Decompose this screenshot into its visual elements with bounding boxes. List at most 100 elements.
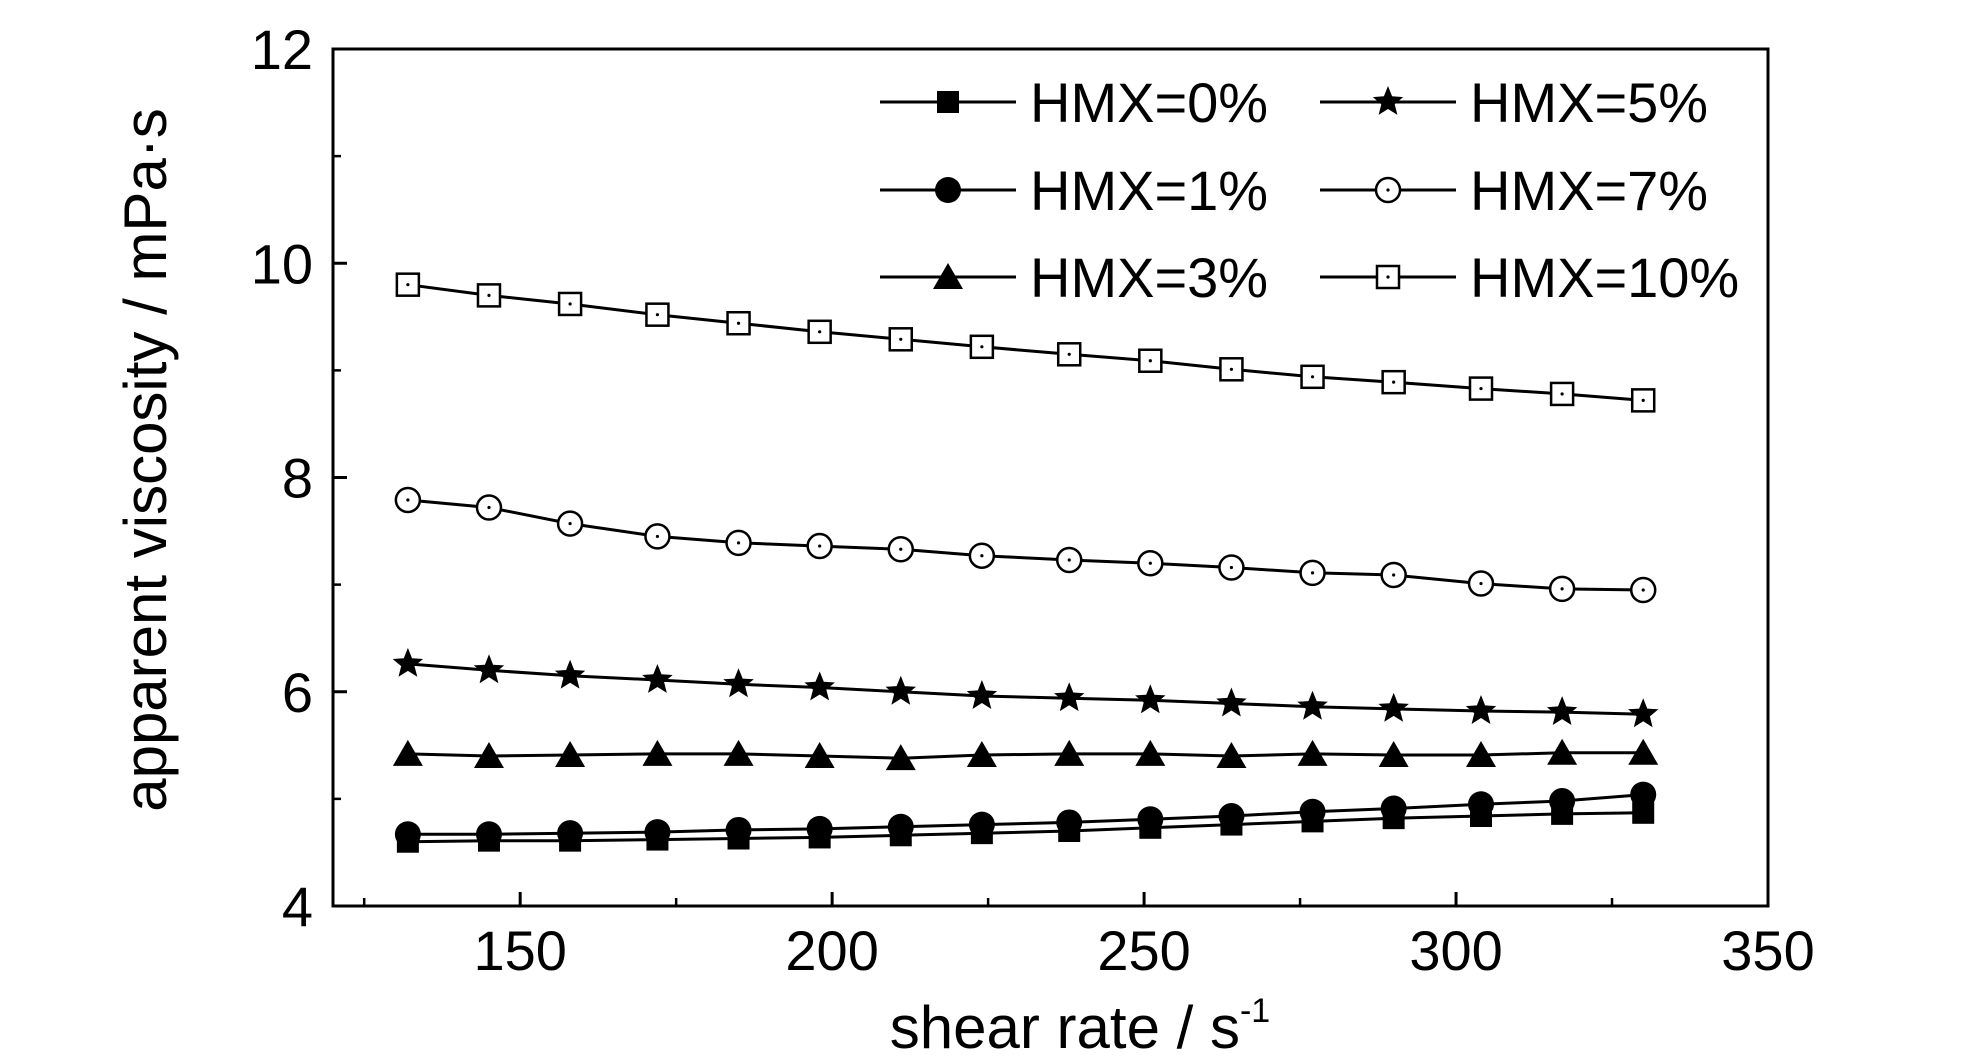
series-line-1 <box>407 793 1644 836</box>
data-point-3-5 <box>804 671 835 701</box>
data-point-3-1 <box>473 654 505 684</box>
series-line-4 <box>407 498 1644 592</box>
x-axis-title-main: shear rate / s <box>890 994 1240 1061</box>
data-point-5-12 <box>1381 369 1406 395</box>
data-point-5-8 <box>1056 342 1082 367</box>
y-tick-label: 6 <box>282 661 313 724</box>
data-point-5-7 <box>969 334 995 360</box>
data-point-2-1 <box>473 742 504 769</box>
data-point-2-3 <box>642 739 673 766</box>
data-point-4-2 <box>556 510 584 537</box>
data-point-5-5 <box>807 319 832 345</box>
data-point-5-4 <box>726 310 751 336</box>
data-point-2-5 <box>804 742 835 769</box>
series-2 <box>392 738 1659 771</box>
data-point-5-1 <box>476 283 502 308</box>
legend-marker-1 <box>935 177 961 203</box>
legend-entry-0: HMX=0% <box>880 71 1268 134</box>
data-point-5-6 <box>888 327 914 352</box>
data-point-4-1 <box>475 494 503 521</box>
data-point-2-0 <box>392 739 423 766</box>
data-point-4-7 <box>968 542 996 569</box>
data-point-1-2 <box>557 820 584 847</box>
data-point-4-4 <box>725 529 752 557</box>
data-point-1-8 <box>1056 809 1083 836</box>
data-point-3-10 <box>1216 687 1247 717</box>
data-point-5-2 <box>557 291 583 317</box>
data-point-4-11 <box>1299 559 1326 587</box>
y-tick-label: 10 <box>251 232 313 295</box>
data-point-2-13 <box>1466 740 1496 767</box>
series-0 <box>396 801 1655 853</box>
legend-marker-0 <box>937 91 959 113</box>
data-point-5-9 <box>1138 348 1163 373</box>
data-point-4-6 <box>887 536 915 563</box>
legend-entry-4: HMX=7% <box>1320 159 1708 222</box>
x-tick-label: 250 <box>1097 919 1190 982</box>
data-point-4-14 <box>1548 575 1576 603</box>
data-point-0-15 <box>1632 801 1655 824</box>
data-point-3-15 <box>1628 698 1659 728</box>
data-point-2-11 <box>1297 739 1328 766</box>
series-5 <box>395 272 1656 413</box>
data-point-1-5 <box>806 815 833 842</box>
data-point-1-1 <box>475 821 502 848</box>
data-point-3-11 <box>1297 690 1328 720</box>
legend-entry-2: HMX=3% <box>880 246 1268 309</box>
data-point-1-11 <box>1299 798 1326 825</box>
series-4 <box>394 486 1657 604</box>
data-point-1-0 <box>394 821 421 848</box>
legend-marker-4 <box>1374 176 1402 204</box>
data-point-3-14 <box>1546 696 1578 725</box>
legend-marker-3 <box>1372 86 1404 115</box>
data-point-5-0 <box>395 272 421 297</box>
data-point-3-3 <box>642 664 673 693</box>
data-point-1-4 <box>725 816 752 843</box>
data-point-2-4 <box>723 739 754 766</box>
data-point-1-12 <box>1380 795 1407 822</box>
data-point-3-2 <box>554 659 586 689</box>
legend-label-4: HMX=7% <box>1470 159 1708 222</box>
series-line-0 <box>407 811 1644 844</box>
legend-label-2: HMX=3% <box>1030 246 1268 309</box>
series-line-5 <box>407 283 1644 402</box>
data-point-3-4 <box>723 668 754 698</box>
x-tick-label: 350 <box>1721 919 1814 982</box>
legend-label-3: HMX=5% <box>1470 71 1708 134</box>
data-point-1-3 <box>644 819 671 846</box>
axes: 150 200 250 300 350 4 6 8 10 12 <box>251 18 1815 982</box>
series-line-2 <box>407 751 1644 760</box>
x-tick-label: 200 <box>785 919 878 982</box>
data-point-3-6 <box>885 675 916 705</box>
series-3 <box>392 647 1659 728</box>
legend: HMX=0% HMX=1% HMX=3% HMX=5% HMX=7% HMX=10% <box>880 71 1739 309</box>
data-point-4-8 <box>1055 546 1083 574</box>
data-point-4-0 <box>394 486 422 514</box>
series-line-3 <box>407 662 1644 716</box>
y-tick-label: 4 <box>282 875 313 938</box>
data-point-2-15 <box>1628 738 1659 765</box>
data-point-4-10 <box>1218 554 1245 581</box>
legend-entry-3: HMX=5% <box>1320 71 1708 134</box>
data-point-3-9 <box>1135 684 1166 714</box>
legend-label-1: HMX=1% <box>1030 159 1268 222</box>
data-point-5-15 <box>1630 388 1656 413</box>
plot-area <box>392 272 1659 853</box>
legend-label-0: HMX=0% <box>1030 71 1268 134</box>
x-axis-title-superscript: -1 <box>1240 992 1270 1030</box>
data-point-4-13 <box>1467 570 1495 597</box>
data-point-5-3 <box>645 302 670 327</box>
legend-label-5: HMX=10% <box>1470 246 1739 309</box>
legend-entry-1: HMX=1% <box>880 159 1268 222</box>
data-point-3-8 <box>1054 682 1085 712</box>
x-tick-label: 150 <box>473 919 566 982</box>
data-point-1-7 <box>968 811 995 838</box>
data-point-2-2 <box>555 740 586 767</box>
data-point-4-12 <box>1380 561 1407 589</box>
data-point-1-13 <box>1468 791 1494 818</box>
x-axis-title: shear rate / s-1 <box>890 992 1270 1061</box>
legend-marker-2 <box>933 263 963 289</box>
data-point-1-9 <box>1137 806 1164 833</box>
data-point-4-5 <box>806 532 833 560</box>
